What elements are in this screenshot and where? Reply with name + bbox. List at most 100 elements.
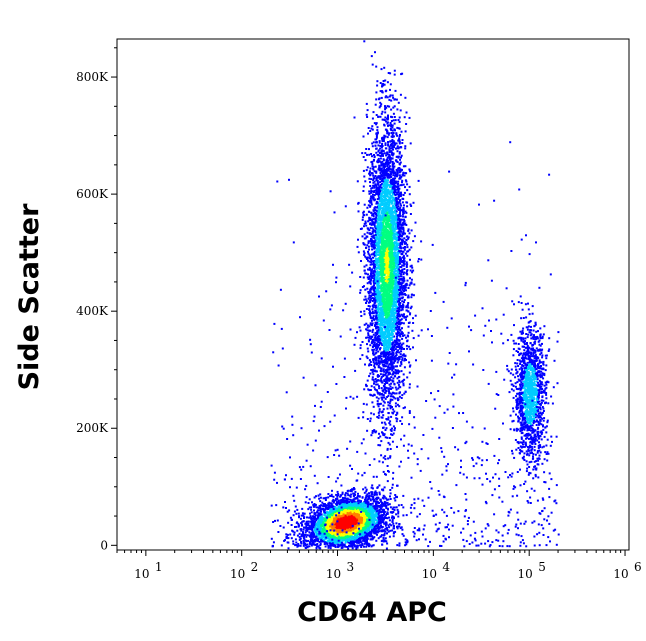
event-dot xyxy=(365,529,368,532)
event-dot xyxy=(330,534,333,537)
event-dot xyxy=(387,124,389,127)
event-dot xyxy=(397,387,400,390)
event-dot xyxy=(308,527,310,530)
event-dot xyxy=(334,512,337,515)
event-dot xyxy=(377,149,380,152)
event-dot xyxy=(390,524,393,527)
event-dot xyxy=(324,545,327,548)
event-dot xyxy=(387,133,390,136)
event-dot xyxy=(378,408,381,411)
event-dot xyxy=(364,504,367,507)
event-dot xyxy=(390,125,393,128)
event-dot xyxy=(348,494,351,497)
event-dot xyxy=(399,202,402,205)
event-dot xyxy=(353,514,356,517)
event-dot xyxy=(294,505,297,508)
event-dot xyxy=(353,488,356,491)
event-dot xyxy=(371,502,374,505)
event-dot xyxy=(343,529,346,532)
event-dot xyxy=(372,266,375,269)
event-dot xyxy=(363,323,366,326)
event-dot xyxy=(373,491,376,494)
event-dot xyxy=(369,525,372,528)
event-dot xyxy=(309,533,312,536)
event-dot xyxy=(389,428,392,431)
event-dot xyxy=(309,512,311,515)
event-dot xyxy=(381,195,384,198)
event-dot xyxy=(346,508,349,511)
event-dot xyxy=(355,537,358,540)
event-dot xyxy=(317,509,320,512)
event-dot xyxy=(300,540,303,543)
event-dot xyxy=(420,258,423,261)
event-dot xyxy=(362,527,365,530)
event-dot xyxy=(390,364,393,367)
event-dot xyxy=(285,507,287,509)
event-dot xyxy=(332,498,335,501)
event-dot xyxy=(313,505,316,508)
event-dot xyxy=(379,181,382,184)
event-dot xyxy=(292,494,295,497)
event-dot xyxy=(365,490,368,493)
event-dot xyxy=(322,521,325,524)
event-dot xyxy=(320,510,322,513)
event-dot xyxy=(357,210,360,213)
event-dot xyxy=(360,503,363,506)
event-dot xyxy=(370,511,373,514)
event-dot xyxy=(383,511,385,514)
event-dot xyxy=(393,517,395,520)
event-dot xyxy=(348,542,351,545)
event-dot xyxy=(360,532,363,535)
event-dot xyxy=(368,520,371,523)
event-dot xyxy=(390,395,392,398)
event-dot xyxy=(340,526,343,529)
event-dot xyxy=(397,515,400,518)
event-dot xyxy=(345,525,348,528)
event-dot xyxy=(382,494,385,497)
event-dot xyxy=(328,522,331,524)
event-dot xyxy=(365,488,368,491)
event-dot xyxy=(333,525,336,528)
event-dot xyxy=(320,521,323,524)
event-dot xyxy=(398,525,401,528)
event-dot xyxy=(401,179,404,182)
event-dot xyxy=(375,186,378,188)
event-dot xyxy=(299,544,302,547)
event-dot xyxy=(366,518,369,521)
event-dot xyxy=(352,498,355,501)
event-dot xyxy=(305,520,308,523)
event-dot xyxy=(397,504,400,507)
event-dot xyxy=(364,486,367,489)
event-dot xyxy=(347,525,350,528)
event-dot xyxy=(342,523,344,526)
event-dot xyxy=(329,532,332,535)
event-dot xyxy=(400,184,403,187)
event-dot xyxy=(369,498,372,501)
event-dot xyxy=(310,517,313,520)
event-dot xyxy=(358,512,361,515)
event-dot xyxy=(314,514,317,517)
event-dot xyxy=(357,515,360,518)
event-dot xyxy=(392,140,395,143)
event-dot xyxy=(327,506,330,509)
event-dot xyxy=(350,536,353,539)
event-dot xyxy=(369,197,372,200)
event-dot xyxy=(395,513,398,516)
event-dot xyxy=(384,530,387,533)
event-dot xyxy=(344,502,347,505)
event-dot xyxy=(371,322,374,325)
event-dot xyxy=(380,521,383,524)
event-dot xyxy=(393,506,396,509)
event-dot xyxy=(338,529,341,532)
event-dot xyxy=(292,530,295,533)
event-dot xyxy=(304,539,307,542)
event-dot xyxy=(365,522,368,525)
event-dot xyxy=(375,389,378,392)
event-dot xyxy=(373,252,376,255)
event-dot xyxy=(310,532,313,535)
event-dot xyxy=(335,493,338,496)
event-dot xyxy=(319,512,322,515)
event-dot xyxy=(369,226,372,229)
event-dot xyxy=(378,484,381,487)
